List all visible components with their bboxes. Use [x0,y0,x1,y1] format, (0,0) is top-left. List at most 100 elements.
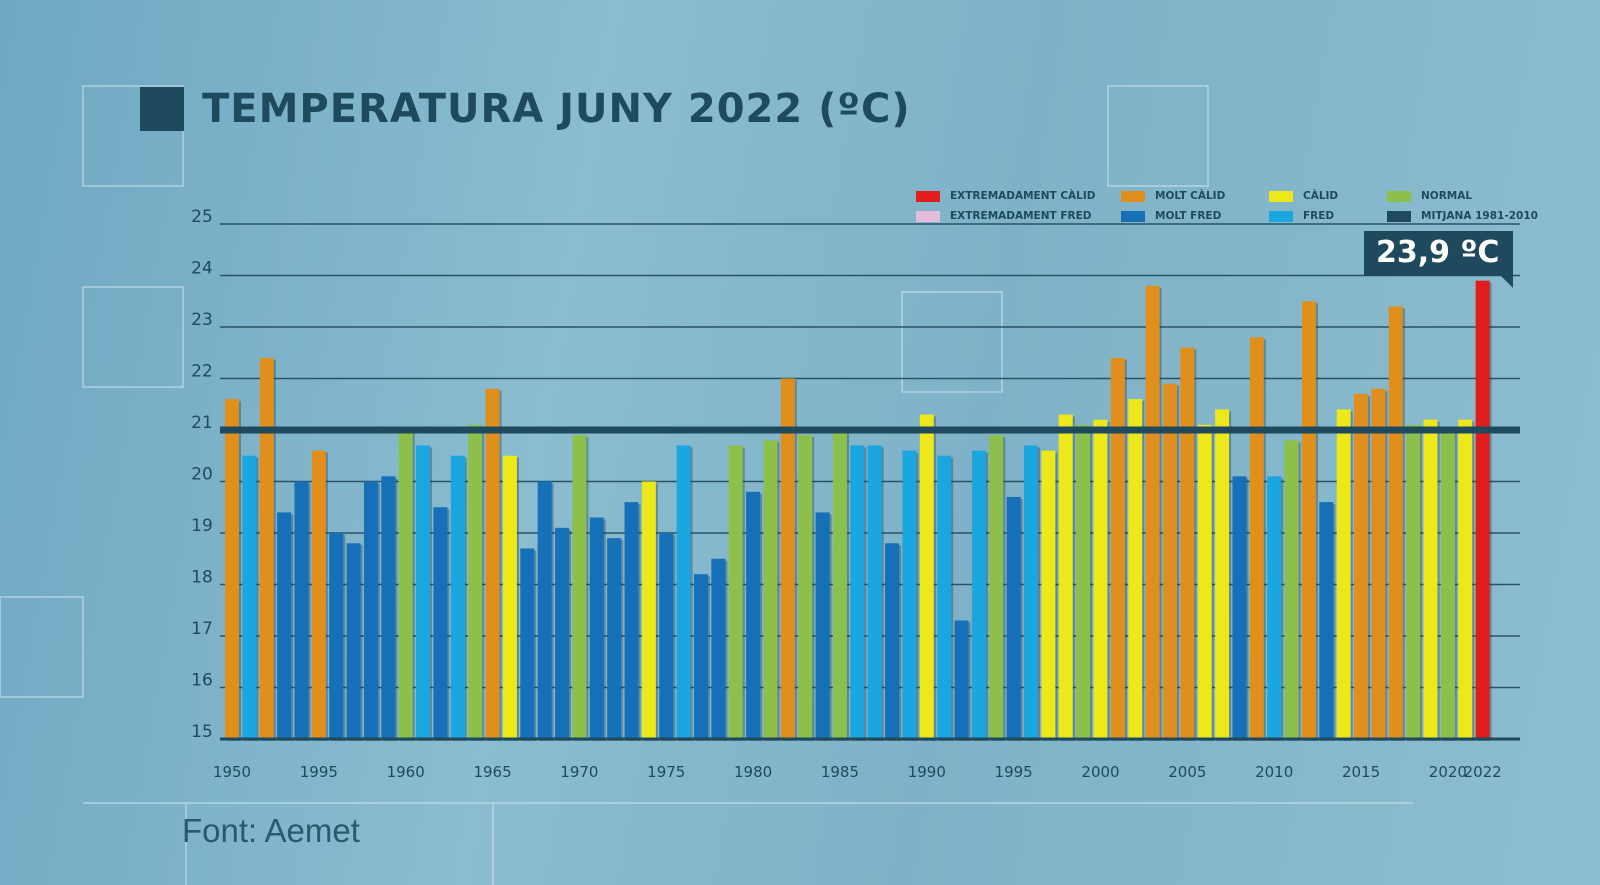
bar-1987 [867,445,882,739]
legend-label: MOLT FRED [1155,210,1222,222]
y-tick-label: 21 [191,413,213,433]
bar-2018 [1406,424,1421,739]
bar-2008 [1232,476,1247,739]
x-tick-label: 1995 [995,763,1033,781]
bar-1980 [746,491,761,739]
bar-1975 [659,533,674,739]
bar-1950 [225,399,239,739]
legend: EXTREMADAMENT CÀLID MOLT CÀLID CÀLID NORMAL… [916,190,1547,222]
bar-2001 [1110,357,1125,739]
bar-2014 [1336,409,1351,739]
value-callout: 23,9 ºC [1364,231,1514,288]
x-tick-label: 1985 [821,763,859,781]
legend-item-molt-fred: MOLT FRED [1121,210,1269,222]
y-tick-label: 22 [191,362,213,382]
bar-1997 [1041,450,1056,739]
title-text: TEMPERATURA JUNY 2022 (ºC) [202,86,911,132]
bar-2002 [1128,399,1143,739]
bar-2020 [1440,430,1455,739]
bar-1965 [485,388,500,739]
bar-1969 [555,527,570,739]
bar-1953 [277,512,292,739]
legend-swatch [1121,210,1145,222]
bar-1986 [850,445,865,739]
chart-title: TEMPERATURA JUNY 2022 (ºC) [140,86,911,132]
legend-swatch [1269,210,1293,222]
y-tick-label: 15 [191,722,213,742]
bar-2012 [1301,301,1316,739]
bar-1988 [885,543,900,739]
bar-1994 [989,435,1004,739]
bar-1954 [294,481,309,739]
bar-1966 [502,455,517,739]
bar-1955 [311,450,326,739]
legend-item-calid: CÀLID [1269,190,1387,202]
bar-2015 [1354,393,1369,739]
legend-item-mitjana: MITJANA 1981-2010 [1387,210,1547,222]
legend-label: EXTREMADAMENT FRED [950,210,1092,222]
y-tick-label: 19 [191,516,213,536]
x-tick-label: 2000 [1081,763,1119,781]
legend-swatch [916,210,940,222]
y-tick-label: 24 [191,259,213,279]
legend-item-extremadament-calid: EXTREMADAMENT CÀLID [916,190,1121,202]
bar-2000 [1093,419,1108,739]
legend-label: FRED [1303,210,1335,222]
bar-1996 [1024,445,1039,739]
bar-1961 [416,445,431,739]
bar-1972 [607,538,622,739]
bar-1981 [763,440,778,739]
x-tick-label: 2015 [1342,763,1380,781]
bar-1984 [815,512,830,739]
bar-1958 [363,481,378,739]
x-tick-label: 1960 [387,763,425,781]
x-tick-label: 1980 [734,763,772,781]
bar-1962 [433,507,448,739]
bar-1998 [1058,414,1073,739]
bar-2022 [1475,280,1490,739]
legend-item-molt-calid: MOLT CÀLID [1121,190,1269,202]
bar-1999 [1076,424,1091,739]
x-tick-label: 1975 [647,763,685,781]
bar-2021 [1458,419,1473,739]
x-tick-label: 1995 [300,763,338,781]
x-tick-label: 1950 [213,763,251,781]
bar-2009 [1249,337,1264,739]
bar-2016 [1371,388,1386,739]
bar-1974 [641,481,656,739]
bar-1992 [954,620,969,739]
title-square-icon [140,87,184,131]
x-tick-label: 1965 [473,763,511,781]
bar-1989 [902,450,917,739]
bar-1973 [624,502,639,739]
bar-2005 [1180,347,1195,739]
bar-2004 [1162,383,1177,739]
bar-2011 [1284,440,1299,739]
y-tick-label: 16 [191,671,213,691]
legend-swatch [1121,190,1145,202]
y-tick-label: 20 [191,465,213,485]
bar-1956 [329,533,344,739]
bar-2006 [1197,424,1212,739]
bar-1952 [259,357,274,739]
legend-swatch [916,190,940,202]
bar-1993 [971,450,986,739]
bar-1978 [711,558,726,739]
legend-item-fred: FRED [1269,210,1387,222]
bar-1960 [398,430,413,739]
legend-swatch [1269,190,1293,202]
bar-1982 [780,378,795,739]
bar-1976 [676,445,691,739]
bar-1971 [589,517,604,739]
bar-1967 [520,548,535,739]
x-tick-label: 2010 [1255,763,1293,781]
bar-1970 [572,435,587,739]
x-tick-label: 1970 [560,763,598,781]
bar-1959 [381,476,396,739]
bar-2007 [1215,409,1230,739]
legend-label: EXTREMADAMENT CÀLID [950,190,1096,202]
legend-label: MOLT CÀLID [1155,190,1226,202]
bar-1957 [346,543,361,739]
